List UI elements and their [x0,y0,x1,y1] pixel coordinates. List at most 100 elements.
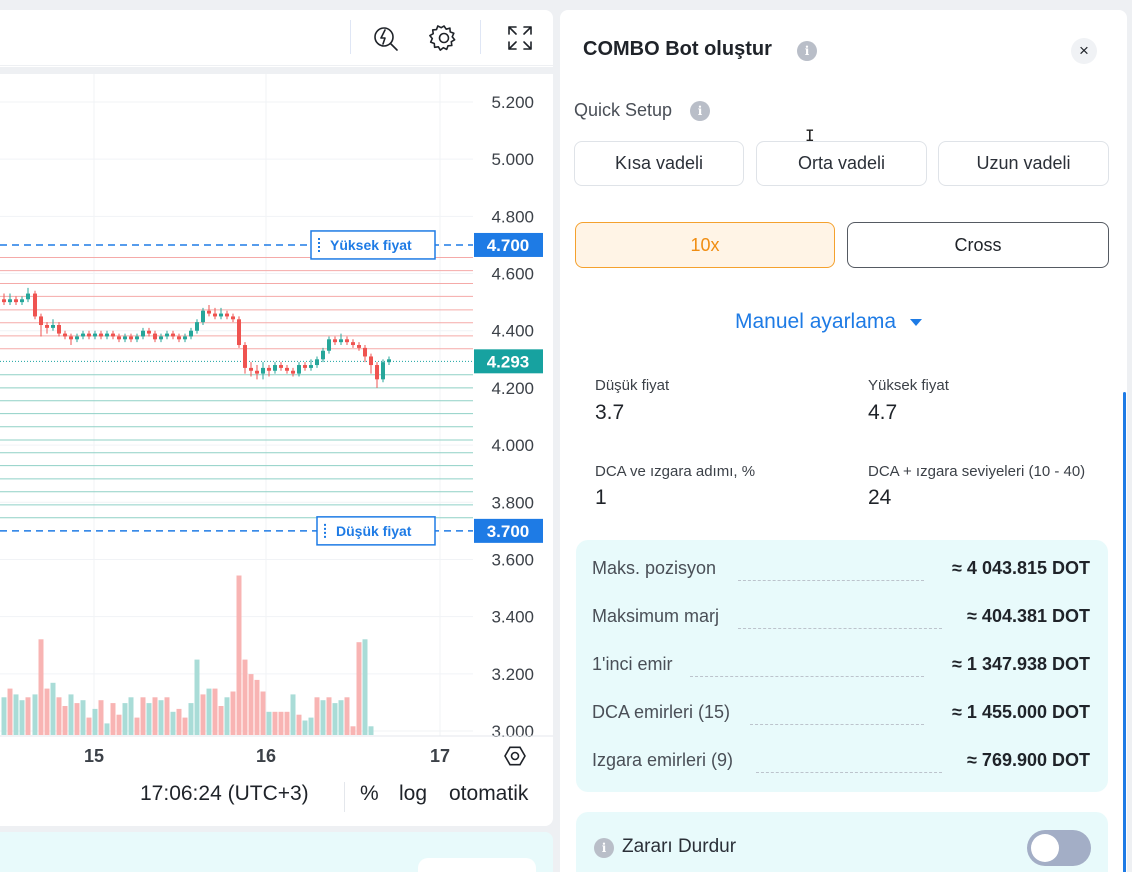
info-icon[interactable]: i [594,838,614,858]
x-tick-label: 17 [430,746,450,766]
stop-loss-label: Zararı Durdur [622,836,737,857]
volume-bar [25,697,31,735]
price-chart[interactable]: Yüksek fiyat 4.700 Düşük fiyat 3.700 5.200 5.… [0,74,553,774]
info-icon[interactable]: i [797,41,817,61]
volume-bar [1,697,7,735]
step-label: DCA ve ızgara adımı, % [595,463,756,480]
candle-body [327,339,331,351]
volume-bar [170,711,176,735]
preset-mid-term-button[interactable]: Orta vadeli [756,141,927,186]
volume-bar [344,697,350,735]
volume-bar [122,703,128,735]
bottom-card-button[interactable] [418,858,536,872]
y-tick-label: 4.400 [491,322,534,341]
volume-bar [296,714,302,735]
candle-body [81,333,85,337]
preset-long-term-button[interactable]: Uzun vadeli [938,141,1109,186]
levels-label: DCA + ızgara seviyeleri (10 - 40) [868,463,1086,480]
leverage-button[interactable]: 10x [575,222,835,268]
volume-bar [98,700,104,735]
volume-bar [140,697,146,735]
percent-scale-toggle[interactable]: % [360,782,379,805]
candle-body [225,313,229,317]
upper-price-tag [310,230,436,260]
volume-bar [182,717,188,735]
candle-body [315,359,319,366]
candle-body [267,367,271,371]
axis-settings-icon [504,746,526,766]
y-tick-label: 4.000 [491,436,534,455]
stop-loss-section: i Zararı Durdur [576,812,1108,872]
candle-body [219,313,223,317]
candle-body [123,336,127,340]
volume-bar [284,711,290,735]
volume-bar [104,723,110,735]
summary-row: 1'inci emir ≈ 1 347.938 DOT [576,646,1108,686]
candle-body [189,330,193,337]
summary-row: DCA emirleri (15) ≈ 1 455.000 DOT [576,694,1108,734]
log-scale-toggle[interactable]: log [399,782,428,805]
volume-bar [188,703,194,735]
volume-bar [308,717,314,735]
y-tick-label: 5.000 [491,150,534,169]
y-tick-label: 4.200 [491,379,534,398]
low-price-input[interactable]: 3.7 [595,401,625,424]
volume-bar [248,674,254,735]
candle-body [213,313,217,317]
axis-settings-icon-center [510,751,520,761]
volume-bar [158,700,164,735]
chart-clock: 17:06:24 (UTC+3) [140,782,309,805]
volume-bar [56,697,62,735]
y-tick-label: 3.000 [491,722,534,741]
candle-body [171,333,175,337]
high-price-input[interactable]: 4.7 [868,401,898,424]
volume-bar [278,711,284,735]
chart-settings-button[interactable] [426,20,462,56]
candle-body [345,339,349,343]
manual-settings-dropdown[interactable]: Manuel ayarlama [735,310,923,334]
candle-body [243,345,247,368]
y-tick-label: 4.600 [491,265,534,284]
candle-body [249,367,253,371]
candle-body [51,325,55,328]
candle-body [26,293,30,300]
candle-body [14,299,18,303]
candle-body [291,370,295,374]
volume-bar [206,688,212,735]
volume-bar [224,697,230,735]
volume-bar [13,694,19,735]
candle-body [117,336,121,340]
chart-toolbar [0,10,553,66]
margin-mode-button[interactable]: Cross [847,222,1109,268]
candle-body [201,310,205,323]
lower-price-price-label: 3.700 [487,522,530,541]
stop-loss-toggle[interactable] [1027,830,1091,866]
candle-body [63,333,67,337]
panel-scrollbar[interactable] [1123,392,1126,872]
candle-body [111,333,115,337]
candle-body [153,333,157,340]
candle-body [357,345,361,348]
levels-input[interactable]: 24 [868,486,892,509]
info-icon[interactable]: i [690,101,710,121]
close-button[interactable]: × [1071,38,1097,64]
volume-bar [218,706,224,735]
volume-bar [254,679,260,735]
candle-body [237,319,241,346]
step-input[interactable]: 1 [595,486,607,509]
summary-label: DCA emirleri (15) [592,702,731,722]
y-tick-label: 3.400 [491,608,534,627]
volume-bar [266,711,272,735]
volume-bar [212,688,218,735]
candle-body [57,325,61,334]
candle-body [39,316,43,326]
lower-price-price-badge [474,518,543,543]
chart-gap [0,67,553,74]
auto-scale-toggle[interactable]: otomatik [449,782,529,805]
volume-bar [50,682,56,735]
volume-bar [302,720,308,735]
preset-short-term-button[interactable]: Kısa vadeli [574,141,744,186]
indicator-button[interactable] [368,20,404,56]
summary-value: ≈ 1 455.000 DOT [952,702,1090,722]
fullscreen-button[interactable] [502,20,538,56]
